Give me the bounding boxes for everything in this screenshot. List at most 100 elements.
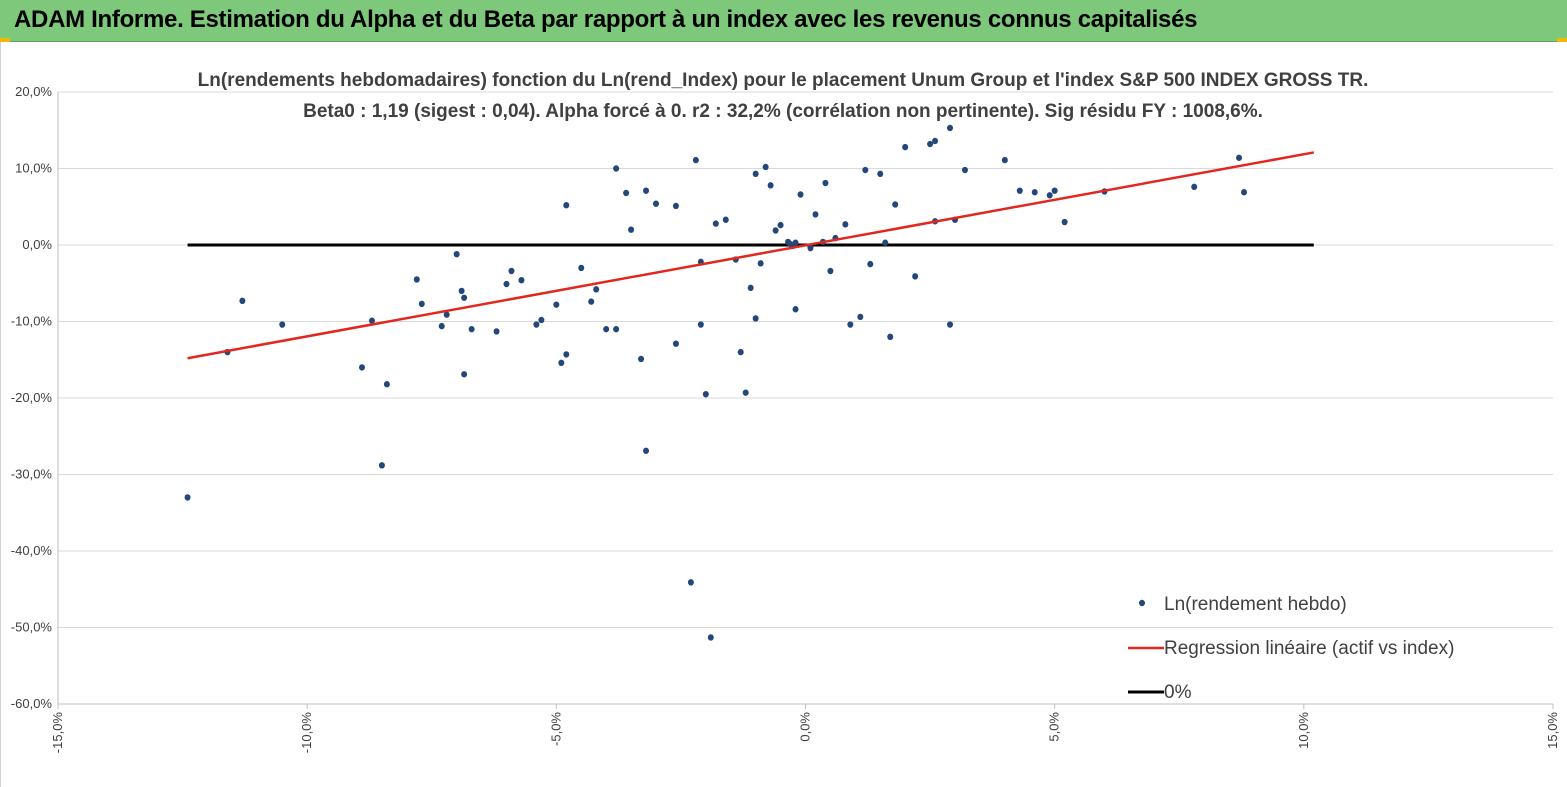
data-point — [892, 201, 899, 208]
data-point — [687, 579, 694, 586]
data-point — [777, 221, 784, 229]
data-point — [468, 325, 475, 333]
data-point — [767, 182, 774, 189]
data-point — [752, 170, 759, 178]
data-point — [807, 244, 814, 252]
data-point — [747, 284, 754, 292]
data-point — [697, 321, 704, 328]
data-point — [672, 340, 679, 347]
data-point — [887, 333, 894, 340]
data-point — [847, 321, 854, 328]
data-point — [458, 287, 465, 295]
data-point — [961, 166, 968, 174]
data-point — [613, 165, 620, 172]
data-point — [453, 250, 460, 258]
data-point — [932, 137, 939, 145]
data-point — [563, 202, 570, 209]
data-point — [1236, 154, 1243, 161]
data-point — [912, 273, 919, 280]
data-point — [737, 348, 744, 356]
data-point — [628, 226, 635, 233]
data-point — [613, 325, 620, 333]
data-point — [1016, 187, 1023, 194]
data-point — [643, 187, 650, 194]
data-point — [842, 221, 849, 228]
data-point — [563, 351, 570, 358]
data-point — [553, 301, 560, 308]
chart-frame — [0, 42, 1567, 787]
data-point — [383, 381, 390, 388]
axis-layer: 20,0% 10,0% 0,0% -10,0% -20,0% -30,0% -40,0% -5… — [11, 84, 1560, 753]
corner-mark-right — [1557, 38, 1567, 42]
legend-marker-points — [1139, 599, 1145, 607]
y-tick-label: -50,0% — [11, 620, 53, 635]
data-point — [1191, 183, 1198, 191]
data-point — [413, 276, 420, 283]
data-point — [927, 140, 934, 148]
series-layer — [184, 124, 1315, 641]
data-point — [707, 634, 714, 641]
legend: Ln(rendement hebdo) Regression linéaire (… — [1128, 594, 1454, 703]
data-point — [378, 462, 385, 469]
data-point — [672, 202, 679, 210]
data-point — [902, 143, 909, 151]
corner-mark-left — [0, 38, 10, 42]
chart-subtitle: Beta0 : 1,19 (sigest : 0,04). Alpha forc… — [303, 101, 1263, 122]
data-point — [503, 280, 510, 288]
y-tick-label: -30,0% — [11, 467, 53, 482]
data-point — [792, 306, 799, 313]
regression-line — [187, 151, 1315, 360]
y-tick-label: -40,0% — [11, 543, 53, 558]
data-point — [702, 390, 709, 398]
legend-label-regression: Regression linéaire (actif vs index) — [1164, 638, 1454, 659]
data-point — [1046, 192, 1053, 199]
data-point — [862, 166, 869, 174]
data-point — [643, 447, 650, 454]
legend-label-points: Ln(rendement hebdo) — [1164, 594, 1347, 615]
data-point — [762, 163, 769, 171]
data-point — [1241, 189, 1248, 196]
data-point — [742, 389, 749, 396]
data-point — [1001, 156, 1008, 164]
data-point — [279, 321, 286, 328]
x-tick-label: -15,0% — [50, 712, 65, 754]
data-point — [533, 321, 540, 328]
data-point — [712, 220, 719, 227]
y-tick-label: -10,0% — [11, 314, 53, 329]
data-point — [812, 211, 819, 218]
x-tick-label: -5,0% — [548, 712, 563, 746]
data-point — [538, 316, 545, 324]
y-tick-label: 0,0% — [22, 237, 52, 252]
x-tick-label: 10,0% — [1296, 712, 1311, 749]
data-point — [623, 189, 630, 197]
data-point — [239, 297, 246, 305]
data-point — [368, 317, 375, 324]
data-point — [867, 260, 874, 268]
data-point — [882, 239, 889, 246]
data-point — [653, 200, 659, 207]
header-banner: ADAM Informe. Estimation du Alpha et du … — [0, 0, 1567, 42]
y-tick-label: -20,0% — [11, 390, 53, 405]
y-tick-label: 20,0% — [15, 84, 52, 99]
x-tick-label: 15,0% — [1545, 712, 1560, 749]
data-point — [443, 311, 450, 318]
x-tick-label: 0,0% — [798, 712, 813, 742]
data-point — [461, 294, 468, 301]
data-point — [588, 298, 595, 305]
data-point — [508, 267, 515, 275]
data-point — [418, 300, 425, 308]
data-point — [493, 328, 500, 335]
data-point — [822, 179, 829, 187]
x-tick-label: 5,0% — [1047, 712, 1062, 742]
data-point — [797, 191, 804, 198]
data-point — [947, 124, 954, 132]
data-point — [578, 264, 585, 272]
data-point — [358, 364, 365, 371]
data-point — [1031, 189, 1038, 196]
data-point — [558, 359, 565, 367]
legend-label-zero: 0% — [1164, 682, 1192, 703]
x-tick-label: -10,0% — [299, 712, 314, 754]
chart-title: Ln(rendements hebdomadaires) fonction du… — [198, 70, 1369, 91]
data-point — [722, 216, 729, 223]
y-tick-label: -60,0% — [11, 696, 53, 711]
